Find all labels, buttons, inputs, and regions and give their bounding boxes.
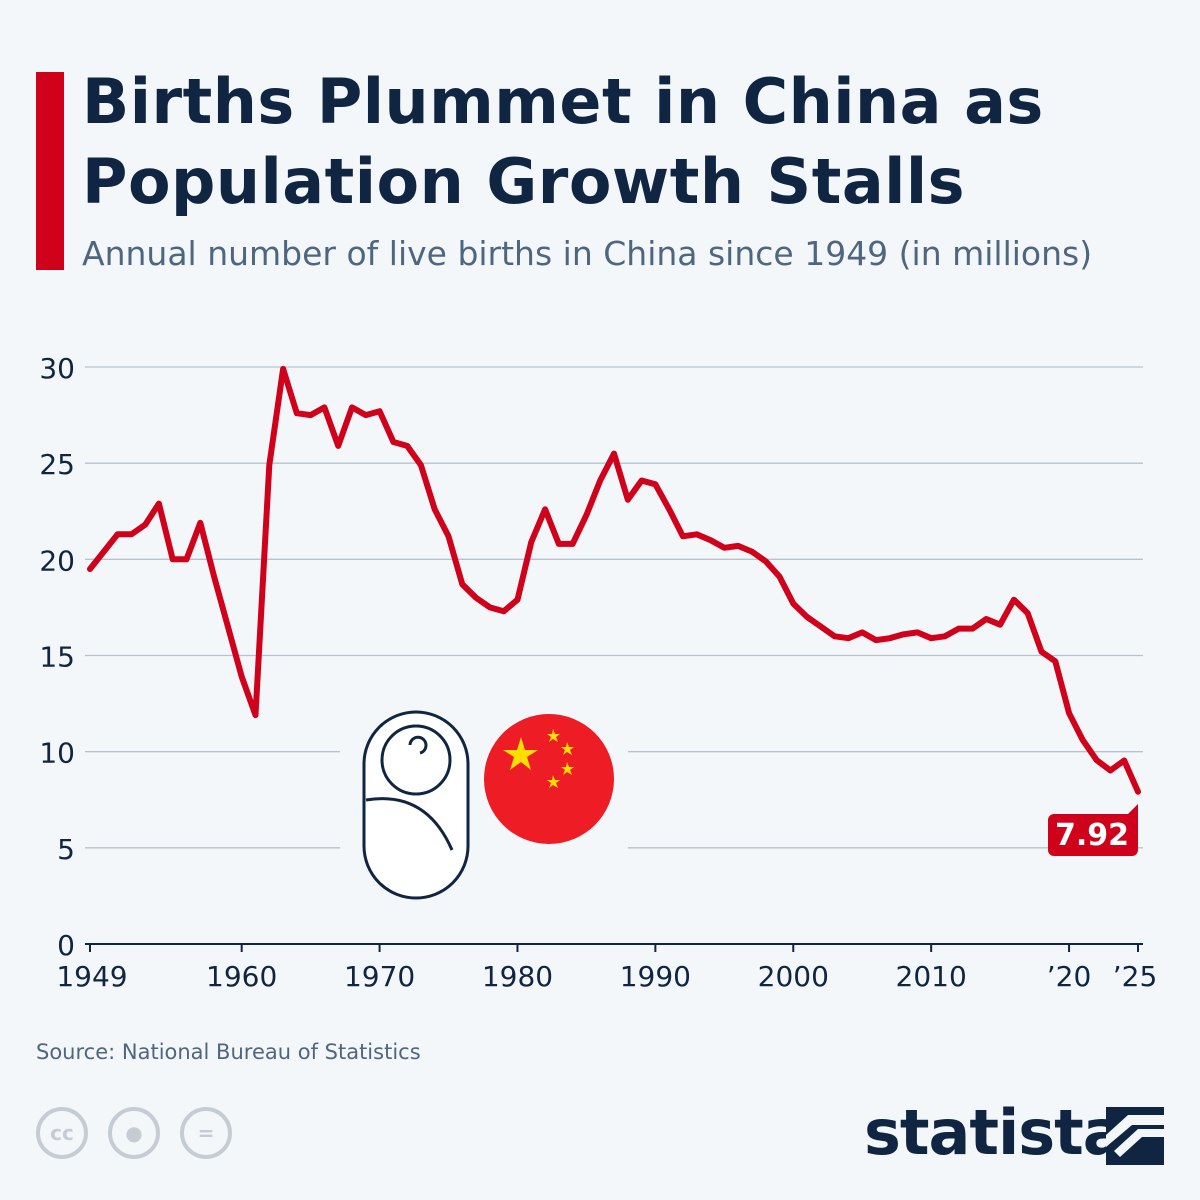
source-note: Source: National Bureau of Statistics — [36, 1040, 421, 1064]
x-tick-label: 1960 — [206, 960, 277, 993]
statista-logo[interactable]: statista — [864, 1096, 1125, 1169]
y-tick-label: 25 — [39, 448, 75, 481]
last-value-badge — [1048, 804, 1138, 856]
title-accent-bar — [36, 72, 64, 270]
x-tick-label: 1990 — [620, 960, 691, 993]
x-tick-label: ’20 — [1047, 960, 1092, 993]
statista-logo-mark-icon — [1106, 1107, 1164, 1165]
x-tick-label: 1949 — [56, 960, 127, 993]
baby-icon — [340, 700, 490, 910]
last-value-label: 7.92 — [1055, 818, 1129, 853]
x-tick-label: 2000 — [758, 960, 829, 993]
y-tick-label: 10 — [39, 737, 75, 770]
y-tick-label: 5 — [57, 833, 75, 866]
y-tick-label: 0 — [57, 929, 75, 962]
page-title: Births Plummet in China as Population Gr… — [82, 65, 1044, 218]
x-tick-label: 1980 — [482, 960, 553, 993]
subtitle: Annual number of live births in China si… — [82, 234, 1093, 273]
y-tick-label: 20 — [39, 544, 75, 577]
attribution-icon[interactable]: ● — [108, 1107, 160, 1159]
x-tick-label: 1970 — [344, 960, 415, 993]
cc-icon[interactable]: cc — [36, 1107, 88, 1159]
china-flag-icon — [478, 705, 628, 855]
y-tick-label: 15 — [39, 641, 75, 674]
x-tick-label: ’25 — [1113, 960, 1158, 993]
no-derivatives-icon[interactable]: = — [180, 1107, 232, 1159]
x-tick-label: 2010 — [896, 960, 967, 993]
births-line — [87, 365, 1141, 795]
y-tick-label: 30 — [39, 352, 75, 385]
